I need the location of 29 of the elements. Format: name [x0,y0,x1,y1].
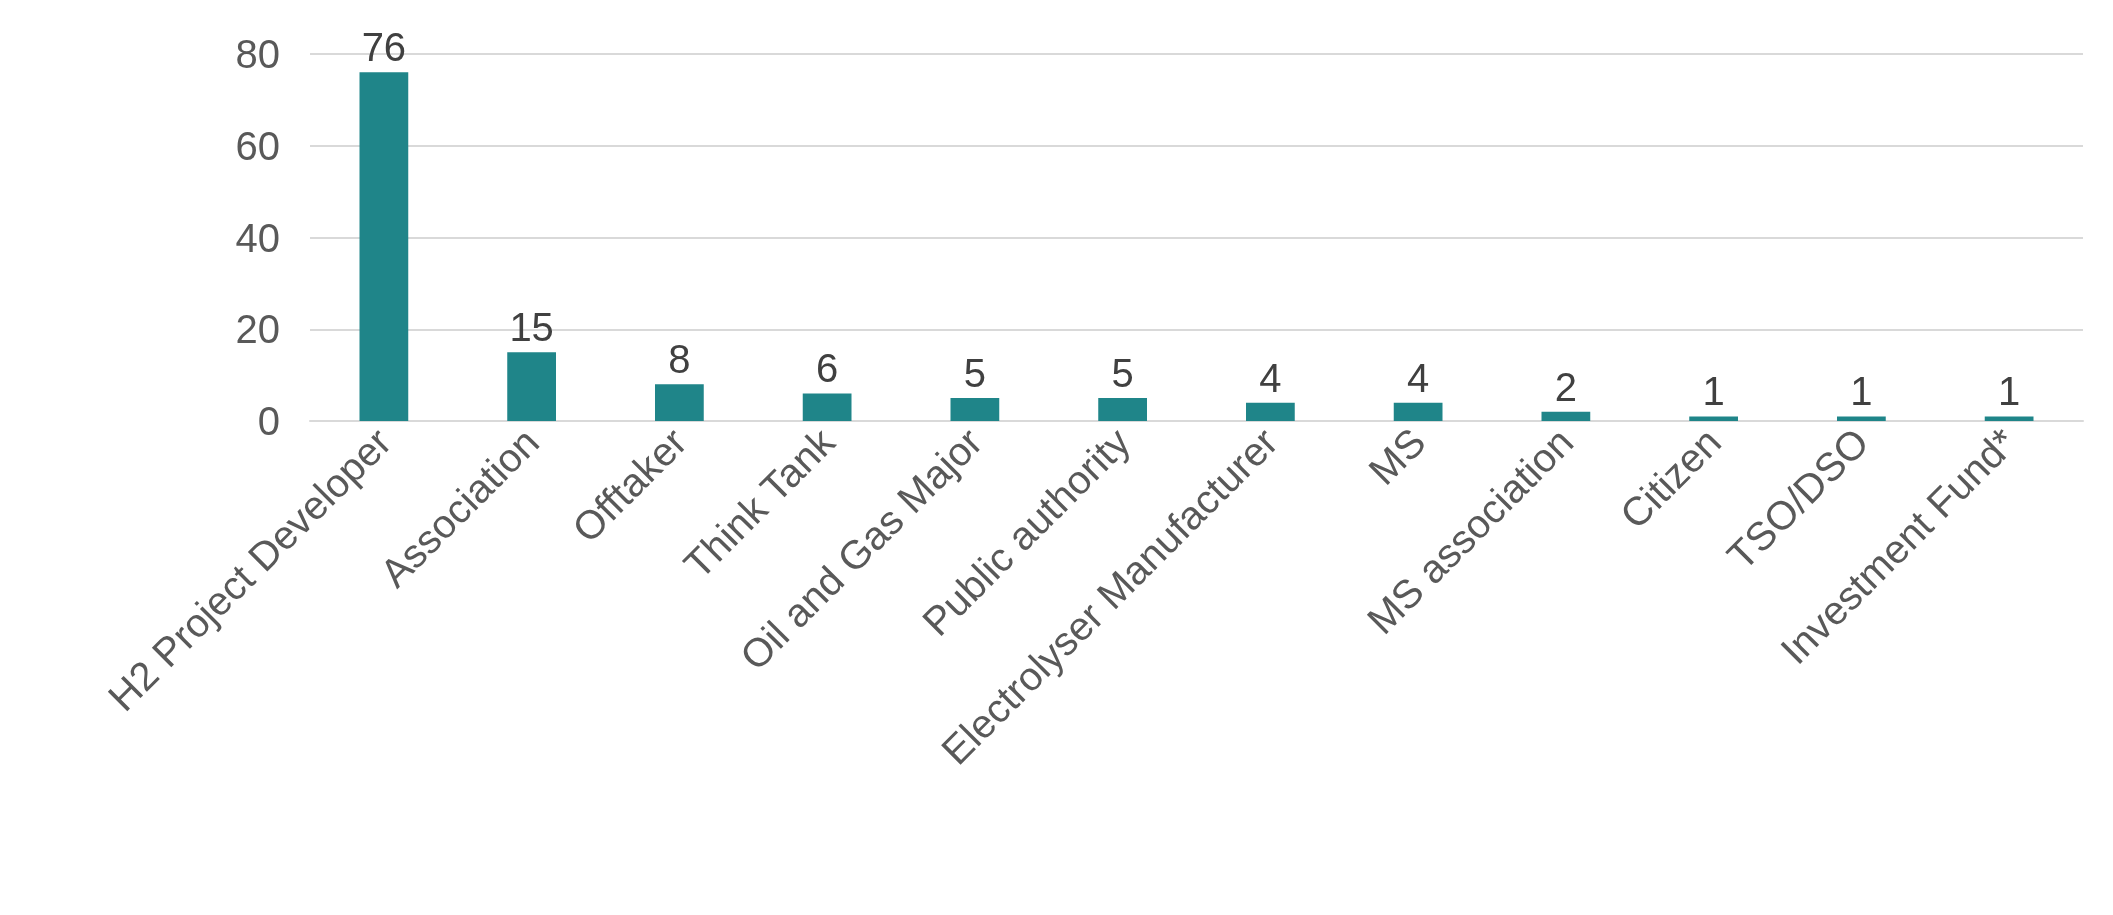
data-label: 76 [361,25,407,70]
data-label: 8 [668,337,691,382]
y-tick-label: 40 [235,215,280,260]
x-tick-label: MS [1360,419,1434,493]
bar [950,398,1000,421]
data-label: 4 [1259,355,1282,400]
data-label: 1 [1998,369,2021,414]
data-label: 5 [963,351,986,396]
bar [1246,402,1295,421]
y-tick-label: 20 [235,307,280,352]
y-tick-label: 60 [235,123,280,168]
data-label: 5 [1111,351,1134,396]
bar [1541,411,1591,421]
bar [1393,402,1443,421]
bar [1689,416,1738,421]
bar [507,352,556,421]
bar [1837,416,1886,421]
bar [655,384,704,421]
data-label: 4 [1407,355,1430,400]
bar [359,72,409,421]
bar [802,393,852,421]
data-label: 15 [509,305,554,350]
data-label: 1 [1702,369,1725,414]
data-label: 2 [1554,364,1577,409]
data-label: 6 [816,346,839,391]
bar [1984,416,2034,421]
y-tick-label: 80 [235,32,280,76]
data-label: 1 [1850,369,1873,414]
bar [1098,398,1147,421]
